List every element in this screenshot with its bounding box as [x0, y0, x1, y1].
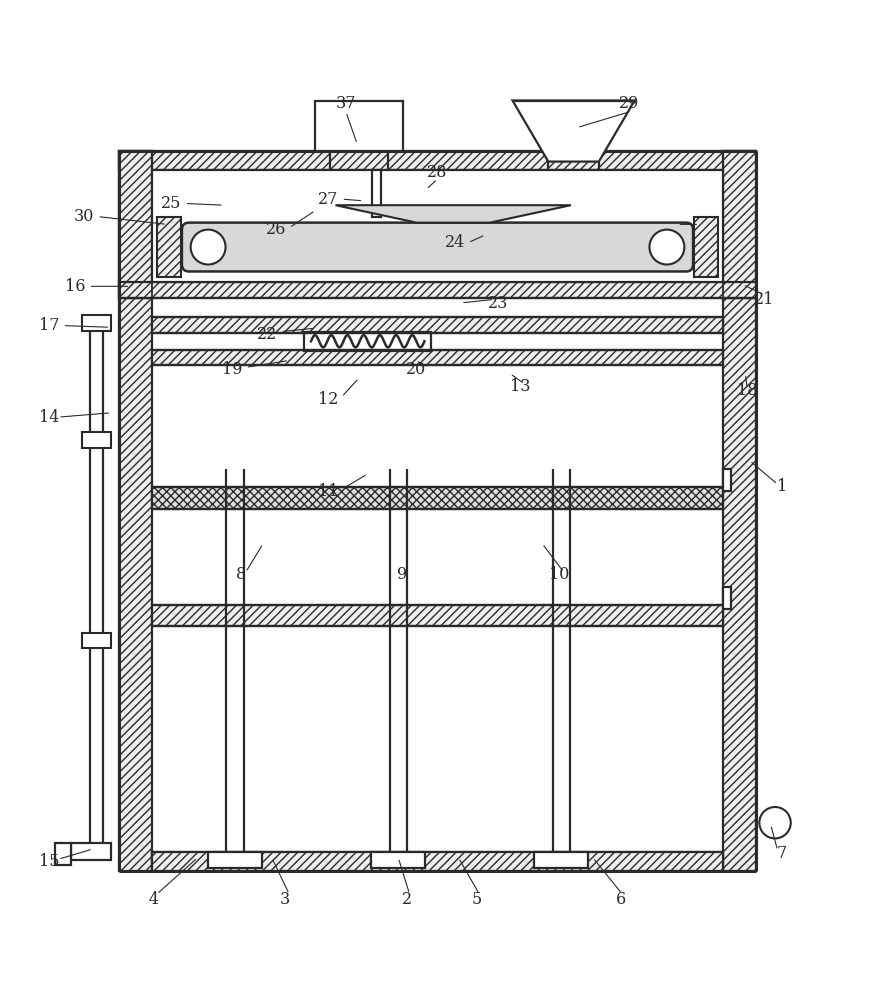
Text: 20: 20	[406, 361, 426, 378]
FancyBboxPatch shape	[182, 223, 693, 271]
Bar	[119, 151, 756, 170]
Polygon shape	[513, 101, 634, 162]
Bar	[152, 317, 723, 333]
Circle shape	[649, 230, 684, 264]
Text: 22: 22	[257, 326, 277, 343]
Bar	[208, 852, 262, 868]
Text: 10: 10	[550, 566, 570, 583]
Text: 18: 18	[737, 382, 758, 399]
Bar	[694, 217, 718, 277]
Text: 27: 27	[318, 191, 339, 208]
Bar	[381, 853, 416, 865]
Text: 21: 21	[754, 291, 774, 308]
Text: 24: 24	[444, 234, 466, 251]
Text: 1: 1	[777, 478, 788, 495]
Text: 37: 37	[336, 95, 356, 112]
Polygon shape	[55, 843, 71, 865]
Bar	[372, 170, 382, 217]
Text: 23: 23	[488, 295, 508, 312]
Bar	[152, 350, 723, 365]
Bar	[157, 217, 181, 277]
Text: 19: 19	[222, 361, 242, 378]
Text: 26: 26	[266, 221, 286, 238]
Text: 11: 11	[318, 483, 339, 500]
Bar	[304, 332, 431, 351]
Bar	[544, 853, 578, 865]
Polygon shape	[335, 205, 571, 223]
Bar	[723, 587, 732, 609]
Text: 25: 25	[161, 195, 182, 212]
Text: 3: 3	[280, 891, 290, 908]
Text: 12: 12	[318, 391, 339, 408]
Text: 7: 7	[777, 845, 788, 862]
Circle shape	[760, 807, 791, 838]
Bar	[119, 151, 152, 298]
Bar	[81, 315, 111, 331]
Text: 29: 29	[620, 95, 640, 112]
Bar	[119, 282, 756, 298]
Bar	[152, 170, 723, 282]
Text: 6: 6	[615, 891, 626, 908]
Bar	[371, 852, 425, 868]
Bar	[314, 101, 403, 151]
Bar	[152, 852, 723, 871]
Bar	[535, 852, 588, 868]
Text: 8: 8	[236, 566, 247, 583]
Bar	[152, 487, 723, 509]
Bar	[723, 469, 732, 491]
Text: 30: 30	[74, 208, 94, 225]
Bar	[152, 605, 723, 626]
Text: 16: 16	[66, 278, 86, 295]
Text: 28: 28	[427, 164, 448, 181]
Text: 17: 17	[39, 317, 60, 334]
Text: 9: 9	[397, 566, 408, 583]
Bar	[81, 633, 111, 648]
Bar	[723, 151, 756, 871]
Bar	[119, 151, 152, 871]
Text: 13: 13	[510, 378, 530, 395]
Bar	[218, 853, 253, 865]
Bar	[152, 852, 723, 871]
Text: 14: 14	[39, 409, 60, 426]
Text: 4: 4	[149, 891, 159, 908]
Bar	[71, 843, 111, 860]
Circle shape	[191, 230, 226, 264]
Text: 2: 2	[402, 891, 412, 908]
Bar	[81, 432, 111, 448]
Bar	[723, 151, 756, 298]
Text: 5: 5	[472, 891, 482, 908]
Text: 15: 15	[39, 853, 60, 870]
